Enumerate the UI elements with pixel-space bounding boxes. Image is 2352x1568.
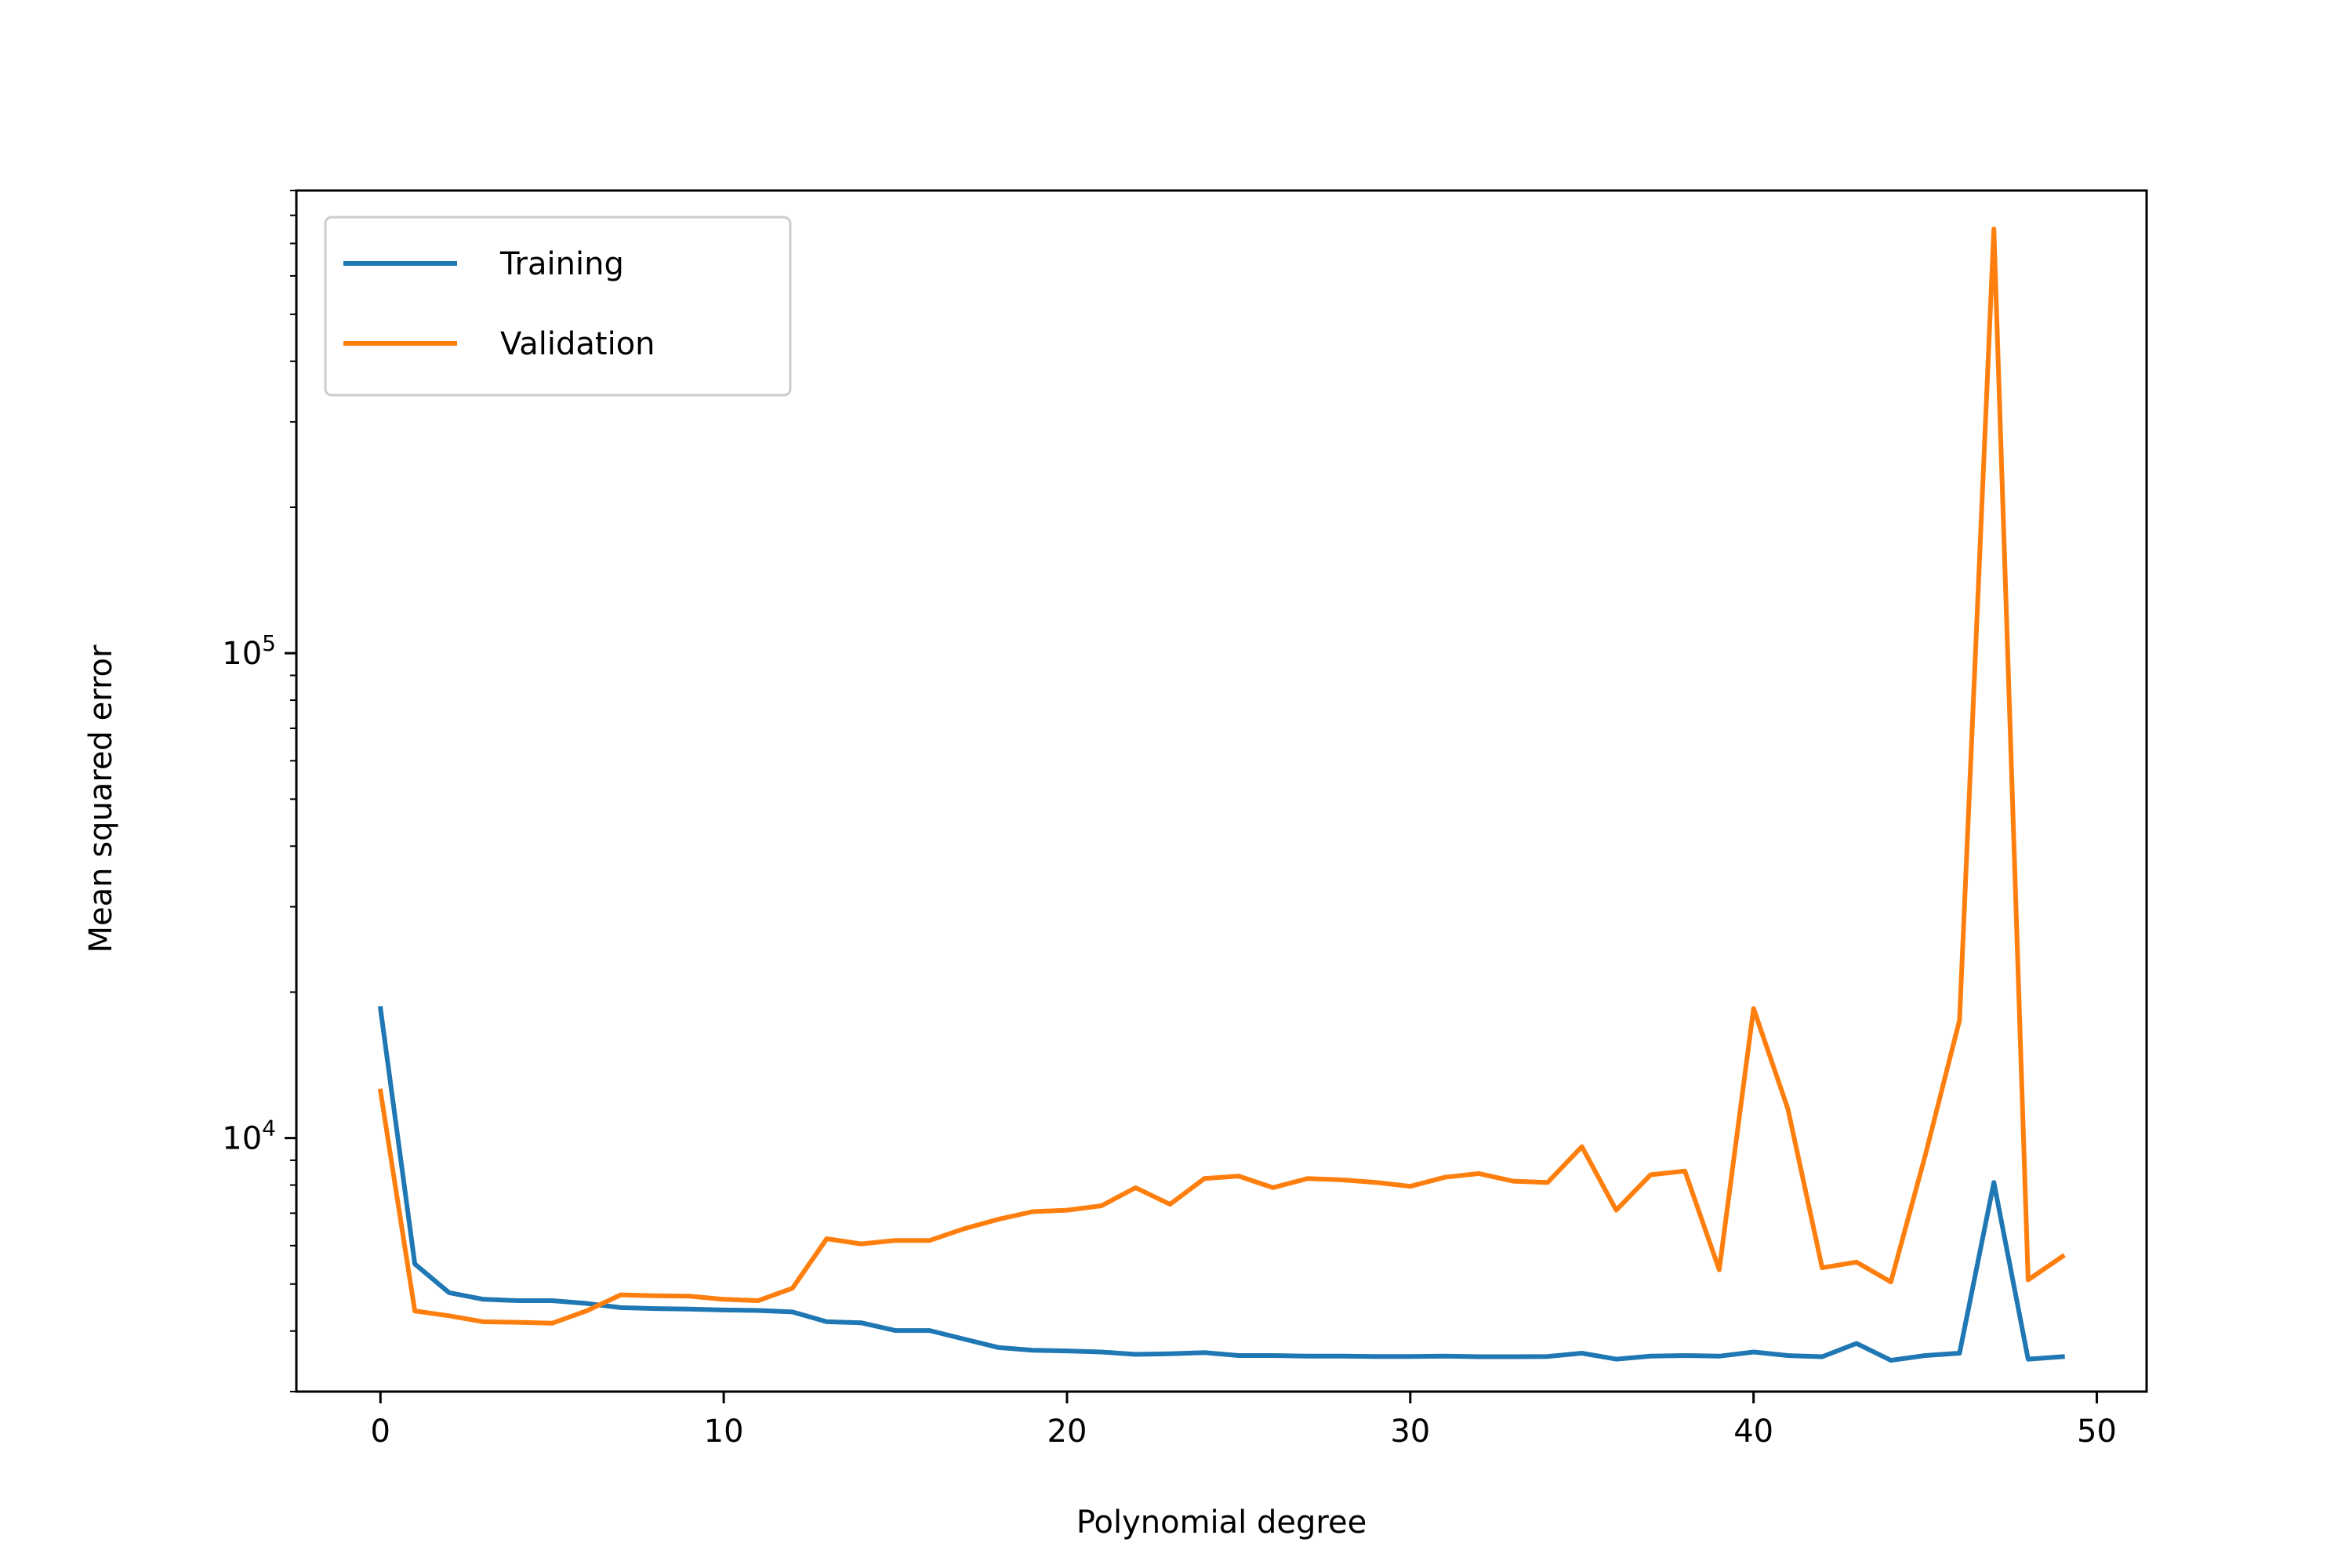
plot-lines <box>377 227 2066 1363</box>
y-axis-ticks: 104 105 <box>222 630 296 1157</box>
x-tick-label: 40 <box>1733 1414 1773 1450</box>
x-tick-label: 30 <box>1390 1414 1430 1450</box>
x-tick-label: 20 <box>1047 1414 1087 1450</box>
x-tick-label: 10 <box>704 1414 744 1450</box>
legend-box <box>324 216 792 397</box>
y-axis-label: Mean squared error <box>83 644 119 953</box>
x-axis-ticks: 0 10 20 30 40 50 <box>371 1392 2117 1450</box>
x-axis-label: Polynomial degree <box>1076 1504 1367 1541</box>
plot-frame <box>295 189 2148 1393</box>
y-tick-label: 104 <box>222 1116 276 1157</box>
x-tick-label: 50 <box>2077 1414 2117 1450</box>
legend: Training Validation <box>324 216 792 397</box>
y-tick-label: 105 <box>222 630 276 672</box>
series-line-validation <box>377 227 2066 1326</box>
legend-label-validation: Validation <box>500 326 655 362</box>
series-line-training <box>377 1006 2065 1363</box>
x-tick-label: 0 <box>371 1414 390 1450</box>
legend-label-training: Training <box>499 246 624 282</box>
